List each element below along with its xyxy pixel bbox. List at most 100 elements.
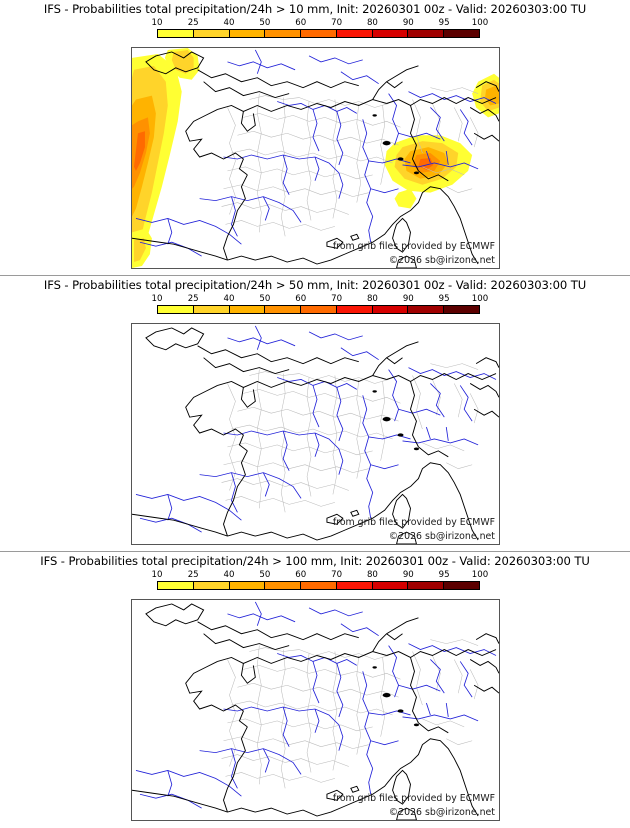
map-copyright: ©2026 sb@irizone.net [388,531,495,542]
coastlines [132,603,499,820]
map-svg [132,324,499,544]
colorbar-swatch-8 [444,582,480,589]
colorbar-swatch-1 [193,582,230,589]
colorbar-swatch-7 [408,30,445,37]
colorbar-tick-25: 25 [187,18,199,28]
colorbar-ticks: 10 25 40 50 60 70 80 90 95 100 [152,294,489,305]
map-credit: from grib files provided by ECMWF [332,793,495,804]
panel-title: IFS - Probabilities total precipitation/… [43,2,587,16]
colorbar-tick-100: 100 [471,18,489,28]
colorbar: 10 25 40 50 60 70 80 90 95 100 [152,18,489,38]
map-canvas[interactable]: from grib files provided by ECMWF ©2026 … [131,323,500,545]
colorbar-tick-50: 50 [259,18,271,28]
colorbar-tick-95: 95 [438,18,450,28]
colorbar-tick-60: 60 [295,18,307,28]
precip-biscay-25 [133,238,146,263]
colorbar-tick-95: 95 [438,294,450,304]
colorbar-tick-50: 50 [259,294,271,304]
panel-title: IFS - Probabilities total precipitation/… [43,278,587,292]
colorbar-tick-95: 95 [438,570,450,580]
colorbar-tick-10: 10 [151,294,163,304]
colorbar-swatch-2 [229,582,266,589]
colorbar-tick-90: 90 [402,294,414,304]
colorbar-swatch-6 [372,30,409,37]
colorbar-tick-60: 60 [295,294,307,304]
map-credit: from grib files provided by ECMWF [332,241,495,252]
colorbar-tick-90: 90 [402,570,414,580]
colorbar-swatch-5 [336,306,373,313]
lakes [372,114,420,175]
colorbar-swatch-7 [408,582,445,589]
colorbar: 10 25 40 50 60 70 80 90 95 100 [152,570,489,590]
colorbar-tick-100: 100 [471,570,489,580]
lakes [372,666,420,727]
colorbar-tick-70: 70 [331,18,343,28]
colorbar-tick-80: 80 [366,294,378,304]
colorbar-tick-80: 80 [366,570,378,580]
colorbar-swatch-6 [372,582,409,589]
colorbar-swatch-0 [158,582,194,589]
admin-borders [221,363,479,513]
precip-contour-60 [133,131,145,171]
colorbar-ticks: 10 25 40 50 60 70 80 90 95 100 [152,570,489,581]
colorbar-swatch-8 [444,30,480,37]
colorbar: 10 25 40 50 60 70 80 90 95 100 [152,294,489,314]
forecast-panel-50mm: IFS - Probabilities total precipitation/… [0,276,630,552]
colorbar-swatch-1 [193,30,230,37]
colorbar-swatch-4 [301,582,337,589]
colorbar-tick-40: 40 [223,570,235,580]
colorbar-gradient [157,29,480,38]
rivers [135,325,497,533]
precip-wales-25 [171,49,194,74]
forecast-panel-100mm: IFS - Probabilities total precipitation/… [0,552,630,828]
admin-borders [221,639,479,789]
panel-divider [0,275,630,276]
colorbar-swatch-0 [158,306,194,313]
colorbar-tick-50: 50 [259,570,271,580]
colorbar-tick-40: 40 [223,18,235,28]
map-canvas[interactable]: from grib files provided by ECMWF ©2026 … [131,47,500,269]
colorbar-swatch-5 [336,30,373,37]
colorbar-tick-90: 90 [402,18,414,28]
panel-title: IFS - Probabilities total precipitation/… [40,554,590,568]
colorbar-swatch-4 [301,30,337,37]
colorbar-tick-70: 70 [331,294,343,304]
colorbar-swatch-0 [158,30,194,37]
colorbar-tick-10: 10 [151,18,163,28]
map-copyright: ©2026 sb@irizone.net [388,255,495,266]
rivers [135,49,497,257]
colorbar-swatch-8 [444,306,480,313]
rivers [135,601,497,809]
colorbar-swatch-2 [229,306,266,313]
colorbar-tick-25: 25 [187,294,199,304]
lakes [372,390,420,451]
colorbar-swatch-4 [301,306,337,313]
colorbar-swatch-5 [336,582,373,589]
map-copyright: ©2026 sb@irizone.net [388,807,495,818]
precip-ligurian-10 [394,188,417,209]
colorbar-swatch-3 [265,582,302,589]
colorbar-tick-60: 60 [295,570,307,580]
coastlines [132,327,499,544]
colorbar-gradient [157,581,480,590]
forecast-panel-10mm: IFS - Probabilities total precipitation/… [0,0,630,276]
colorbar-tick-70: 70 [331,570,343,580]
colorbar-tick-10: 10 [151,570,163,580]
colorbar-swatch-7 [408,306,445,313]
colorbar-gradient [157,305,480,314]
map-credit: from grib files provided by ECMWF [332,517,495,528]
colorbar-swatch-2 [229,30,266,37]
colorbar-tick-25: 25 [187,570,199,580]
panel-divider [0,551,630,552]
colorbar-ticks: 10 25 40 50 60 70 80 90 95 100 [152,18,489,29]
colorbar-tick-80: 80 [366,18,378,28]
colorbar-swatch-1 [193,306,230,313]
map-canvas[interactable]: from grib files provided by ECMWF ©2026 … [131,599,500,821]
colorbar-tick-40: 40 [223,294,235,304]
map-svg [132,48,499,268]
colorbar-swatch-3 [265,30,302,37]
colorbar-swatch-3 [265,306,302,313]
coastlines [132,51,499,268]
map-svg [132,600,499,820]
